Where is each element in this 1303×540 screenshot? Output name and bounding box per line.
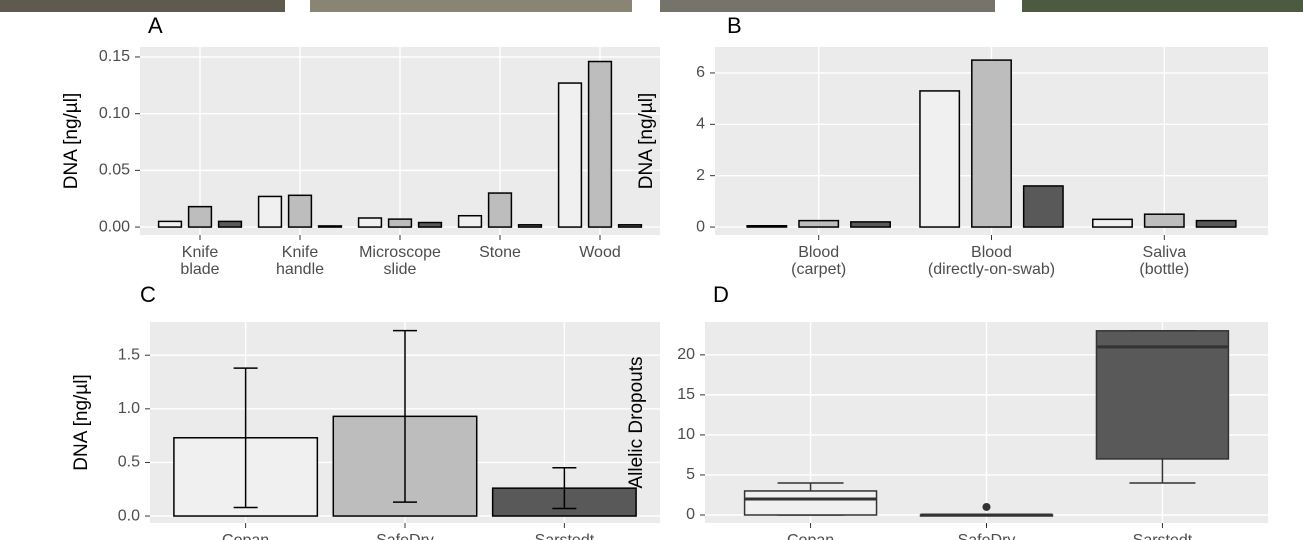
y-axis-label: DNA [ng/µl]	[71, 374, 92, 470]
panel-title: B	[727, 13, 742, 38]
x-tick-label: SafeDry	[958, 532, 1016, 540]
bar	[487, 192, 513, 228]
photo-strip	[660, 0, 995, 12]
bar	[417, 221, 443, 228]
bar	[850, 221, 891, 228]
x-tick-label: Copan	[787, 532, 834, 540]
bar	[517, 224, 543, 228]
photo-strip	[310, 0, 632, 12]
y-tick-label: 10	[677, 426, 695, 443]
bar	[1143, 213, 1185, 228]
y-tick-label: 2	[696, 167, 705, 184]
panel-title: D	[713, 282, 729, 307]
bar	[1092, 218, 1133, 228]
x-tick-label: SafeDry	[376, 532, 434, 540]
y-tick-label: 0.00	[99, 218, 130, 235]
bar	[617, 224, 643, 228]
box	[743, 490, 878, 516]
x-tick-label: Sarstedt	[535, 532, 595, 540]
y-tick-label: 1.0	[118, 400, 140, 417]
photo-strip	[0, 0, 285, 12]
bar	[217, 220, 243, 228]
y-tick-label: 0.15	[99, 48, 130, 65]
bar	[157, 220, 183, 228]
x-tick-label: Blood (carpet)	[791, 244, 846, 278]
y-tick-label: 0.5	[118, 454, 140, 471]
y-tick-label: 4	[696, 116, 705, 133]
bar	[357, 217, 383, 228]
y-tick-label: 1.5	[118, 346, 140, 363]
y-tick-label: 5	[686, 466, 695, 483]
y-tick-label: 20	[677, 346, 695, 363]
bar	[387, 218, 413, 228]
x-tick-label: Wood	[579, 244, 621, 261]
x-tick-label: Copan	[222, 532, 269, 540]
bar	[746, 225, 788, 228]
x-tick-label: Knife blade	[180, 244, 219, 278]
x-tick-label: Blood (directly-on-swab)	[928, 244, 1055, 278]
y-tick-label: 0.05	[99, 162, 130, 179]
y-tick-label: 0	[696, 218, 705, 235]
photo-strip	[1022, 0, 1303, 12]
bar	[557, 82, 583, 228]
x-tick-label: Sarstedt	[1133, 532, 1193, 540]
bar	[587, 60, 613, 228]
x-tick-label: Stone	[479, 244, 521, 261]
y-tick-label: 0	[686, 506, 695, 523]
bar	[1195, 219, 1237, 228]
y-tick-label: 0.10	[99, 105, 130, 122]
y-axis-label: DNA [ng/µl]	[61, 93, 82, 189]
y-tick-label: 15	[677, 386, 695, 403]
bar	[971, 59, 1012, 228]
bar	[919, 90, 961, 228]
bar	[798, 219, 840, 228]
panel-title: C	[140, 282, 156, 307]
y-tick-label: 6	[696, 64, 705, 81]
panel-title: A	[148, 13, 163, 38]
box	[1095, 330, 1230, 460]
y-axis-label: DNA [ng/µl]	[636, 93, 657, 189]
x-tick-label: Knife handle	[276, 244, 324, 278]
bar	[457, 214, 483, 228]
outlier	[982, 502, 991, 511]
bar	[257, 195, 283, 228]
y-axis-label: Allelic Dropouts	[626, 357, 647, 489]
bar	[287, 194, 313, 228]
y-tick-label: 0.0	[118, 507, 140, 524]
bar	[1022, 185, 1064, 228]
x-tick-label: Saliva (bottle)	[1139, 244, 1189, 278]
bar	[317, 225, 343, 228]
x-tick-label: Microscope slide	[359, 244, 441, 278]
bar	[187, 205, 213, 228]
